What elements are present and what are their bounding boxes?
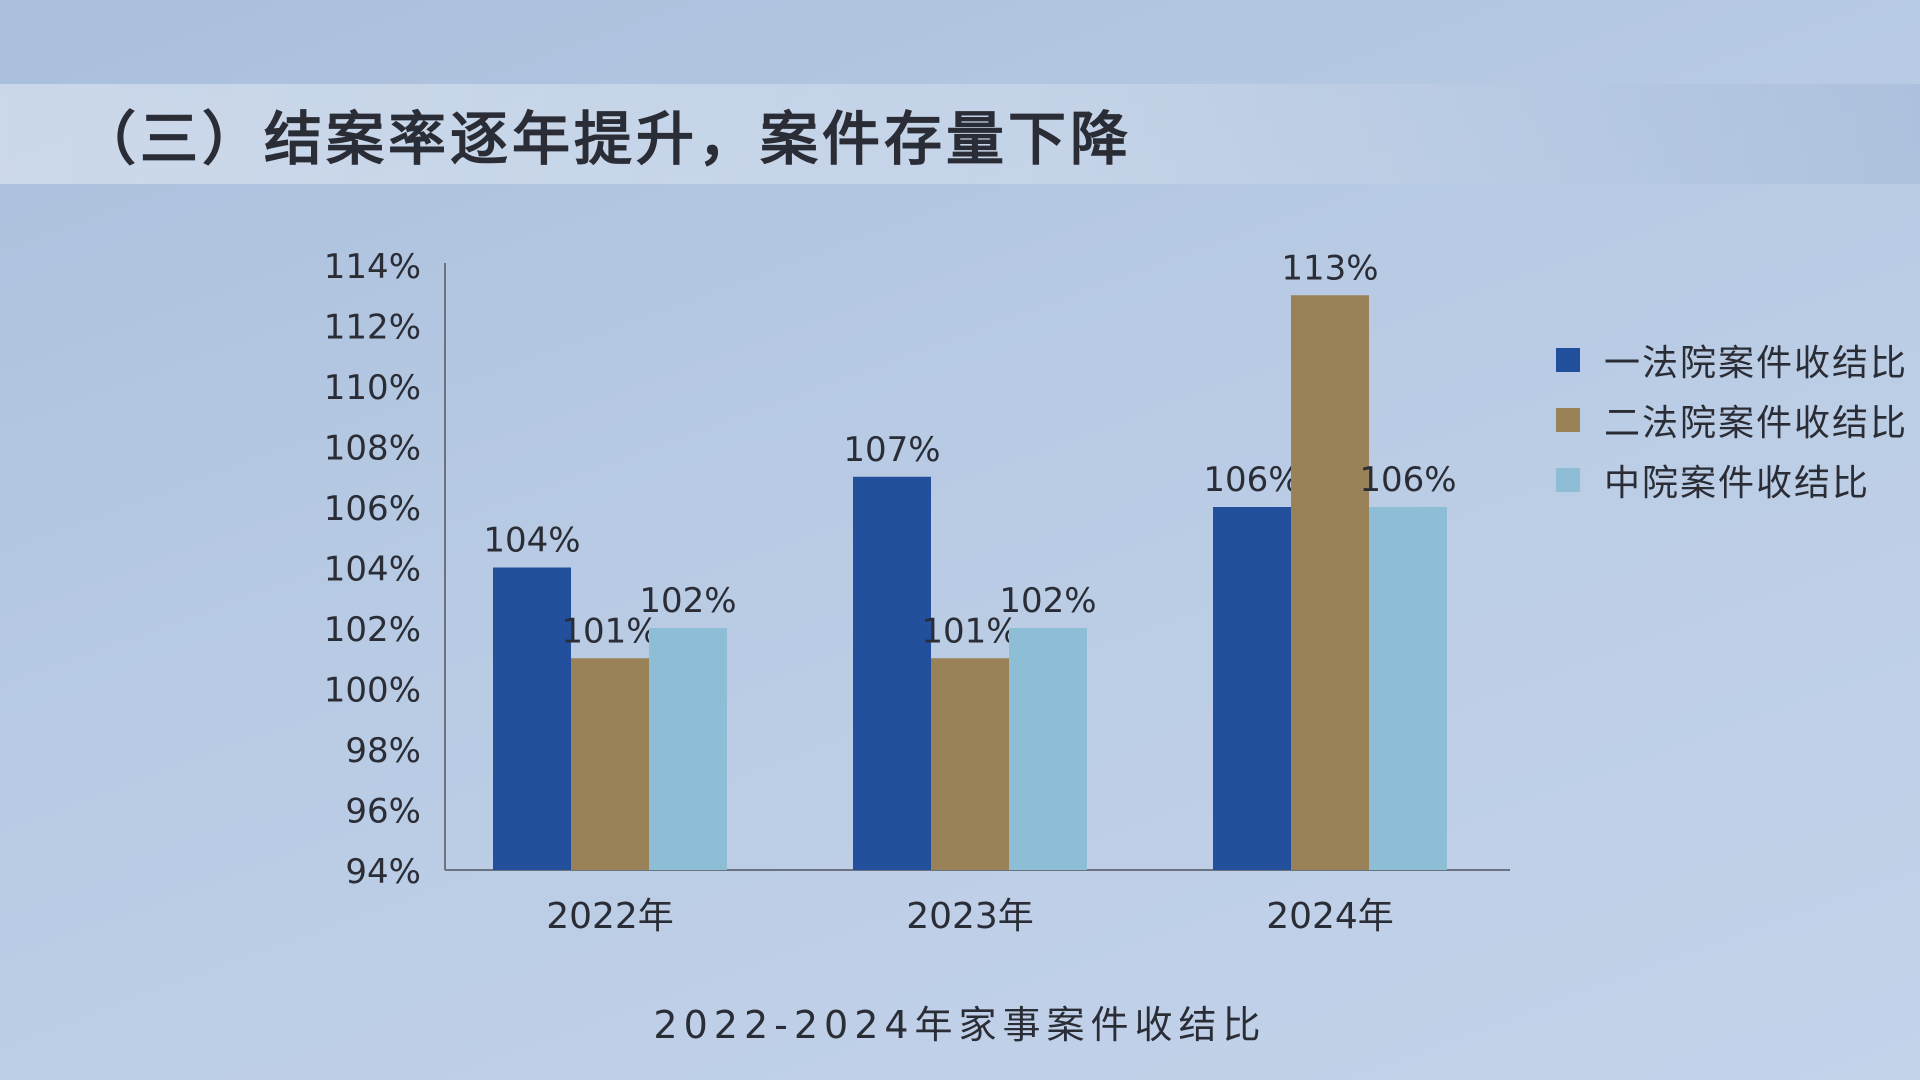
y-tick-label: 102% xyxy=(324,610,421,650)
legend-swatch-series-3 xyxy=(1556,468,1580,492)
bar-3-3 xyxy=(1369,507,1447,870)
data-label: 107% xyxy=(843,430,940,470)
title-band xyxy=(0,84,1920,184)
data-label: 113% xyxy=(1281,248,1378,288)
x-tick-label: 2024年 xyxy=(1266,896,1394,937)
y-tick-label: 104% xyxy=(324,550,421,590)
data-label: 106% xyxy=(1203,460,1300,500)
data-label: 102% xyxy=(999,581,1096,621)
y-tick-label: 110% xyxy=(324,368,421,408)
data-label: 104% xyxy=(483,521,580,561)
chart-title: 2022-2024年家事案件收结比 xyxy=(653,1003,1267,1047)
bar-1-1 xyxy=(493,567,571,870)
legend-item-series-2: 二法院案件收结比 xyxy=(1556,390,1908,450)
y-tick-label: 98% xyxy=(345,731,421,771)
y-tick-label: 94% xyxy=(345,852,421,892)
y-tick-label: 114% xyxy=(324,247,421,287)
y-tick-label: 96% xyxy=(345,792,421,832)
data-label: 106% xyxy=(1359,460,1456,500)
legend-swatch-series-2 xyxy=(1556,408,1580,432)
bar-2-2 xyxy=(931,658,1009,870)
x-tick-label: 2022年 xyxy=(546,896,674,937)
bar-1-2 xyxy=(853,476,931,870)
bar-1-3 xyxy=(1213,507,1291,870)
legend-item-series-3: 中院案件收结比 xyxy=(1556,450,1908,510)
chart-legend: 一法院案件收结比 二法院案件收结比 中院案件收结比 xyxy=(1556,330,1908,510)
legend-label-series-1: 一法院案件收结比 xyxy=(1604,343,1909,384)
x-tick-label: 2023年 xyxy=(906,896,1034,937)
y-tick-label: 106% xyxy=(324,489,421,529)
y-tick-label: 108% xyxy=(324,429,421,469)
data-label: 102% xyxy=(639,581,736,621)
y-tick-label: 100% xyxy=(324,671,421,711)
legend-swatch-series-1 xyxy=(1556,348,1580,372)
data-label: 101% xyxy=(561,611,658,651)
y-tick-label: 112% xyxy=(324,308,421,348)
data-label: 101% xyxy=(921,611,1018,651)
bar-3-1 xyxy=(649,628,727,870)
bar-3-2 xyxy=(1009,628,1087,870)
bar-2-3 xyxy=(1291,295,1369,870)
bar-2-1 xyxy=(571,658,649,870)
legend-label-series-3: 中院案件收结比 xyxy=(1604,463,1871,504)
legend-label-series-2: 二法院案件收结比 xyxy=(1604,403,1909,444)
page-title: （三）结案率逐年提升，案件存量下降 xyxy=(78,105,1133,173)
legend-item-series-1: 一法院案件收结比 xyxy=(1556,330,1908,390)
